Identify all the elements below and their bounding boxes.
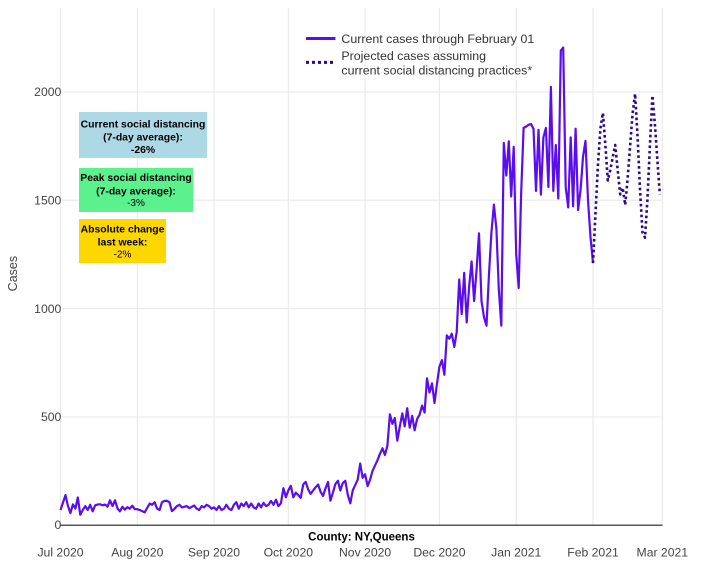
svg-text:Jul 2020: Jul 2020 [37,545,83,559]
svg-text:1500: 1500 [34,193,61,207]
svg-text:1000: 1000 [34,302,61,316]
svg-text:Oct 2020: Oct 2020 [264,545,314,559]
svg-text:(7-day average):: (7-day average): [96,187,176,198]
svg-text:current social distancing prac: current social distancing practices* [341,64,532,78]
svg-text:Peak social distancing: Peak social distancing [80,173,191,184]
svg-text:Jan 2021: Jan 2021 [491,545,541,559]
svg-text:County: NY,Queens: County: NY,Queens [308,532,415,544]
svg-text:-26%: -26% [131,145,155,156]
svg-text:-3%: -3% [127,198,145,209]
svg-text:(7-day average):: (7-day average): [103,133,183,144]
svg-text:Current cases through February: Current cases through February 01 [341,32,534,46]
svg-text:Projected cases assuming: Projected cases assuming [341,49,486,63]
svg-text:500: 500 [41,410,62,424]
svg-text:0: 0 [55,518,62,532]
svg-text:last week:: last week: [98,238,148,249]
svg-text:Nov 2020: Nov 2020 [339,545,391,559]
svg-text:Aug 2020: Aug 2020 [111,545,163,559]
svg-text:Dec 2020: Dec 2020 [413,545,465,559]
svg-text:Cases: Cases [6,256,20,291]
svg-text:-2%: -2% [114,250,132,261]
svg-text:2000: 2000 [34,85,61,99]
svg-text:Feb 2021: Feb 2021 [567,545,619,559]
svg-text:Absolute change: Absolute change [81,225,165,236]
svg-text:Current social distancing: Current social distancing [81,120,206,131]
svg-text:Mar 2021: Mar 2021 [637,545,689,559]
svg-text:Sep 2020: Sep 2020 [188,545,240,559]
